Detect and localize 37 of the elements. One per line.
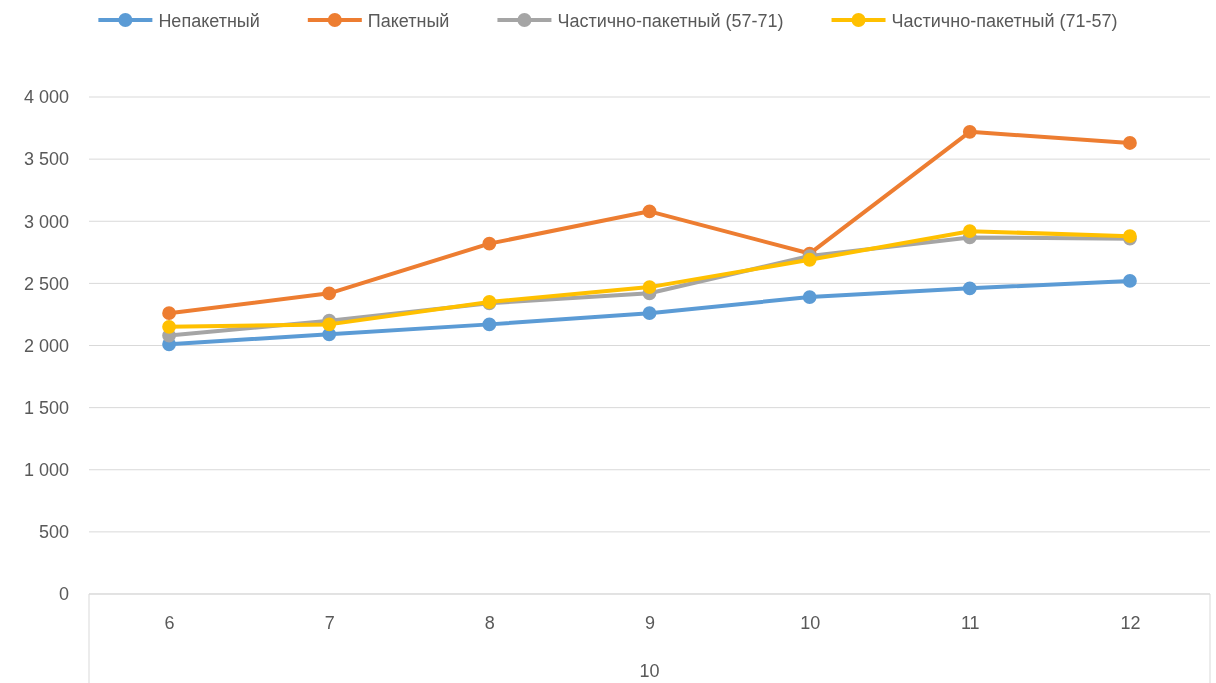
x-tick-label: 12 bbox=[1120, 612, 1141, 633]
y-tick-label: 4 000 bbox=[23, 87, 69, 108]
x-tick-label: 6 bbox=[164, 612, 175, 633]
point bbox=[642, 204, 657, 219]
point bbox=[642, 306, 657, 321]
legend-label: Частично-пакетный (71-57) bbox=[891, 11, 1118, 31]
legend-label: Частично-пакетный (57-71) bbox=[557, 11, 784, 31]
point bbox=[962, 281, 977, 296]
x-tick-label: 7 bbox=[324, 612, 335, 633]
point bbox=[162, 319, 176, 334]
point bbox=[962, 224, 977, 239]
legend-label: Непакетный bbox=[158, 11, 260, 31]
point bbox=[482, 236, 497, 251]
point bbox=[322, 317, 337, 332]
point bbox=[1123, 273, 1137, 288]
y-tick-label: 500 bbox=[38, 522, 69, 543]
point bbox=[322, 286, 337, 301]
point bbox=[162, 306, 176, 321]
y-tick-label: 3 500 bbox=[23, 149, 69, 170]
point bbox=[802, 290, 817, 304]
x-axis-title: 10 bbox=[639, 661, 660, 681]
point bbox=[642, 280, 657, 294]
x-tick-label: 8 bbox=[484, 612, 495, 633]
x-tick-label: 11 bbox=[960, 612, 980, 633]
y-tick-label: 2 000 bbox=[23, 335, 69, 356]
point bbox=[802, 252, 817, 267]
y-tick-label: 0 bbox=[58, 584, 69, 605]
point bbox=[1123, 136, 1137, 150]
x-tick-label: 10 bbox=[800, 612, 821, 633]
y-tick-label: 1 500 bbox=[23, 397, 69, 418]
point bbox=[962, 124, 977, 139]
point bbox=[482, 317, 497, 332]
y-tick-label: 3 000 bbox=[23, 211, 69, 232]
y-tick-label: 1 000 bbox=[23, 460, 69, 481]
x-tick-label: 9 bbox=[644, 612, 656, 633]
y-tick-label: 2 500 bbox=[23, 273, 69, 294]
legend-label: Пакетный bbox=[367, 11, 450, 31]
